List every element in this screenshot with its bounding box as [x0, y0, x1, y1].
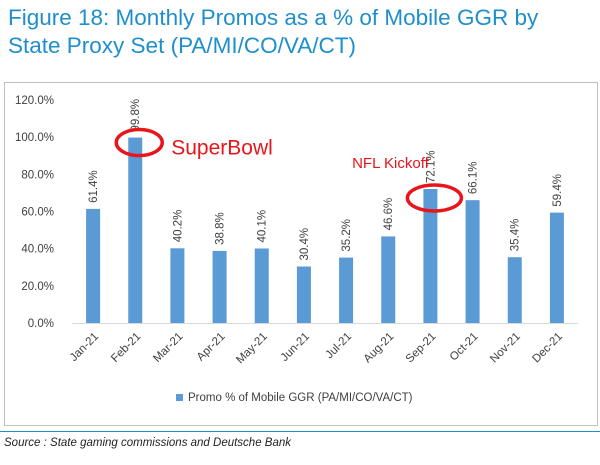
bar-value-label: 72.1%: [425, 150, 437, 183]
x-tick-label: Apr-21: [195, 331, 228, 364]
bar: [86, 208, 101, 323]
x-tick-label: Nov-21: [488, 331, 523, 366]
y-tick-label: 20.0%: [21, 281, 54, 293]
x-tick-label: Mar-21: [151, 331, 185, 365]
y-tick-label: 40.0%: [21, 244, 54, 256]
bar-value-label: 38.8%: [215, 212, 227, 245]
x-tick-label: Aug-21: [362, 331, 397, 366]
x-tick-label: Jan-21: [68, 331, 101, 364]
x-tick-label: Sep-21: [404, 331, 439, 366]
bar-value-label: 59.4%: [552, 174, 564, 207]
chart-panel: [4, 82, 598, 426]
bar: [339, 257, 354, 323]
x-tick-label: Feb-21: [109, 331, 143, 365]
y-tick-label: 80.0%: [21, 169, 54, 181]
bar: [170, 248, 185, 323]
bar: [465, 200, 480, 323]
x-tick-label: May-21: [234, 331, 270, 367]
superbowl-annotation: SuperBowl: [171, 137, 273, 160]
bar: [128, 137, 143, 323]
nfl-kickoff-highlight-circle: [405, 183, 464, 213]
bar-value-label: 35.4%: [510, 219, 522, 252]
bar-value-label: 99.8%: [130, 99, 142, 132]
y-tick-label: 0.0%: [28, 318, 54, 330]
bars: [86, 137, 564, 323]
y-tick-label: 120.0%: [15, 95, 54, 107]
x-tick-label: Jul-21: [324, 331, 355, 362]
bar: [381, 236, 396, 323]
bar-value-label: 30.4%: [299, 228, 311, 261]
source-divider: [0, 431, 600, 432]
y-tick-label: 100.0%: [15, 132, 54, 144]
bar-value-label: 61.4%: [88, 170, 100, 203]
bar: [507, 257, 522, 323]
figure-title: Figure 18: Monthly Promos as a % of Mobi…: [8, 5, 539, 58]
source-note: Source : State gaming commissions and De…: [4, 437, 292, 449]
bar-value-label: 40.2%: [172, 210, 184, 243]
bar-value-labels: 61.4% 99.8% 40.2% 38.8% 40.1% 30.4% 35.2% 46.6%…: [88, 99, 564, 261]
nfl-kickoff-annotation: NFL Kickoff: [352, 155, 430, 172]
bar: [296, 266, 311, 323]
superbowl-highlight-circle: [114, 127, 164, 158]
bar-value-label: 66.1%: [468, 162, 480, 195]
y-tick-label: 60.0%: [21, 207, 54, 219]
x-tick-label: Jun-21: [279, 331, 312, 364]
bar: [549, 212, 564, 323]
legend-label: Promo % of Mobile GGR (PA/MI/CO/VA/CT): [188, 392, 413, 404]
bar: [423, 189, 438, 323]
bar: [212, 250, 227, 323]
annotations: SuperBowl NFL Kickoff: [114, 127, 464, 213]
x-tick-label: Dec-21: [530, 331, 565, 366]
bar-value-label: 46.6%: [383, 198, 395, 231]
bar: [254, 248, 269, 323]
x-tick-label: Oct-21: [448, 331, 481, 364]
y-axis: 0.0% 20.0% 40.0% 60.0% 80.0% 100.0% 120.0%: [15, 95, 54, 330]
legend-swatch: [176, 394, 183, 401]
bar-value-label: 40.1%: [257, 210, 269, 243]
legend: Promo % of Mobile GGR (PA/MI/CO/VA/CT): [176, 392, 413, 404]
bar-value-label: 35.2%: [341, 219, 353, 252]
x-axis: Jan-21 Feb-21 Mar-21 Apr-21 May-21 Jun-21 Jul-…: [68, 323, 578, 367]
